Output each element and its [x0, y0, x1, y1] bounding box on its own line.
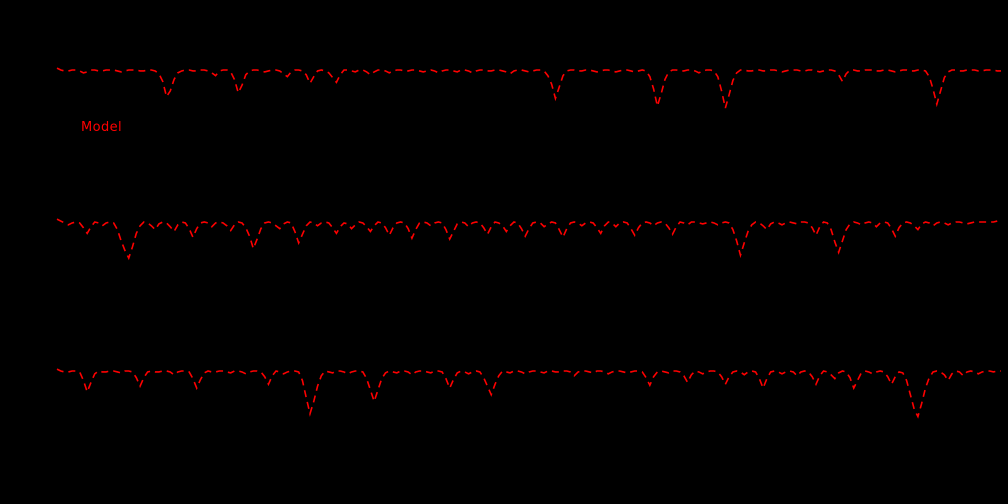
model-spectrum-trace-middle [56, 218, 998, 261]
model-spectrum-trace-bottom [56, 368, 1001, 419]
spectrum-plot-middle [56, 218, 998, 261]
spectrum-plot-top [56, 67, 1001, 110]
legend-model-label: Model [81, 120, 123, 135]
spectrum-panel-bottom [0, 320, 1008, 504]
spectrum-panel-middle [0, 170, 1008, 320]
spectrum-panel-top [0, 0, 1008, 170]
spectrum-plot-bottom [56, 368, 1001, 419]
model-spectrum-trace-top [56, 67, 1001, 110]
